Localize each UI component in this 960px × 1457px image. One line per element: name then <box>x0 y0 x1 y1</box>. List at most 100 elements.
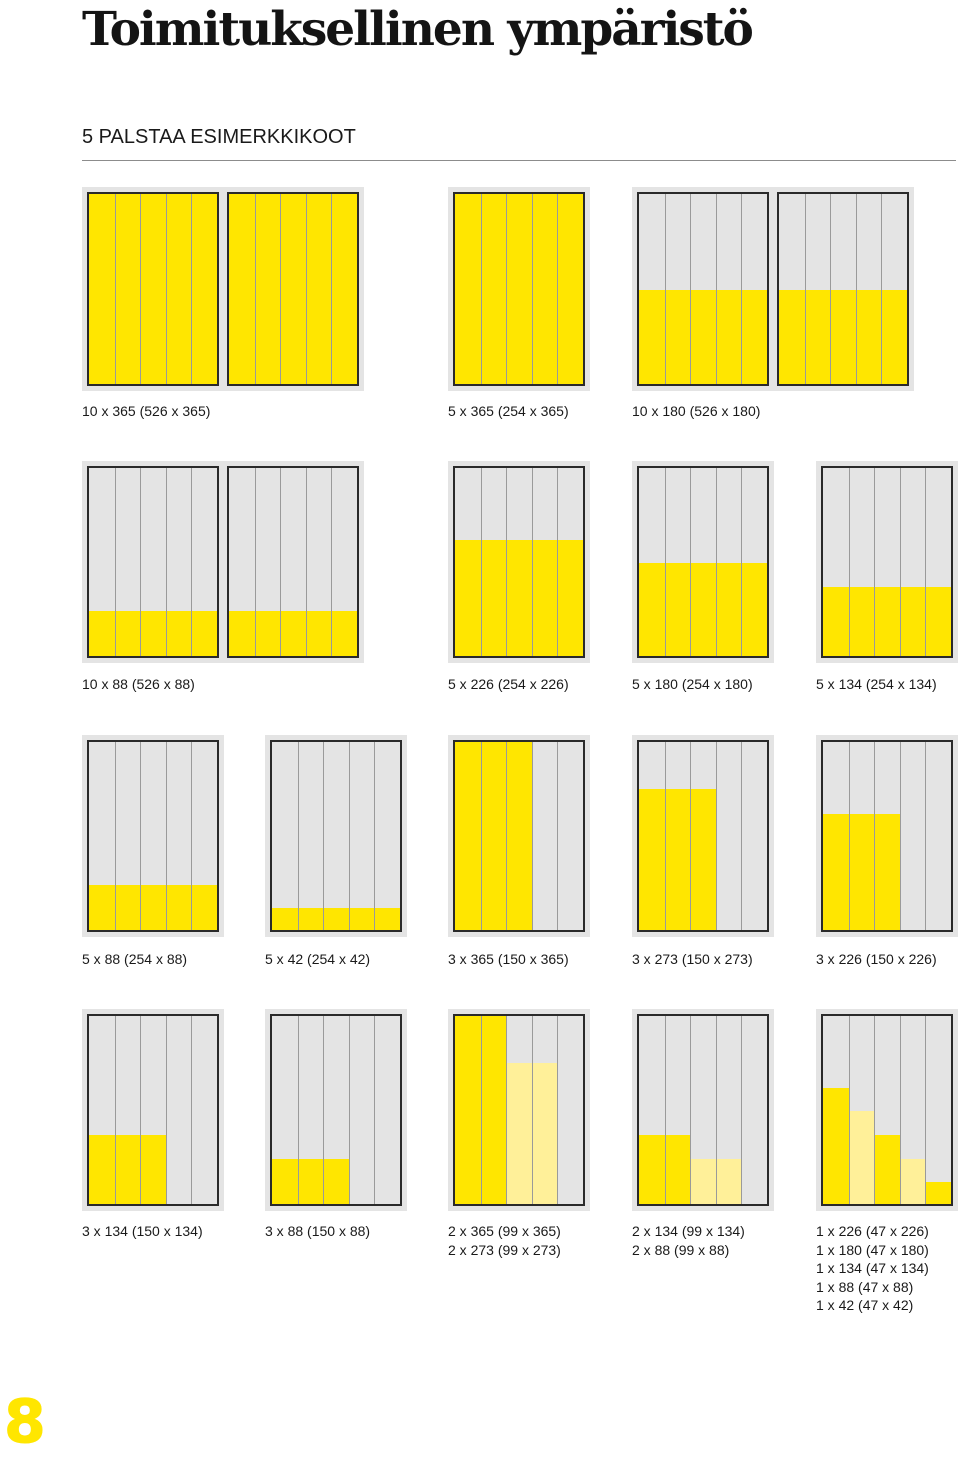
ad-block <box>823 813 900 930</box>
column-line <box>715 194 717 384</box>
size-caption: 10 x 365 (526 x 365) <box>82 402 210 421</box>
ad-block <box>874 1134 900 1204</box>
size-caption-line: 2 x 134 (99 x 134) <box>632 1223 745 1239</box>
size-caption-line: 5 x 134 (254 x 134) <box>816 676 937 692</box>
size-caption-line: 3 x 365 (150 x 365) <box>448 951 569 967</box>
newspaper-page <box>637 740 769 932</box>
newspaper-page <box>453 192 585 386</box>
column-line <box>531 468 533 656</box>
column-line <box>874 468 876 656</box>
column-line <box>881 194 883 384</box>
size-caption: 3 x 134 (150 x 134) <box>82 1222 203 1241</box>
ad-block <box>455 194 583 384</box>
column-line <box>305 194 307 384</box>
column-line <box>830 194 832 384</box>
column-line <box>331 468 333 656</box>
column-line <box>165 194 167 384</box>
section-subtitle: 5 PALSTAA ESIMERKKIKOOT <box>82 126 356 148</box>
column-line <box>874 1016 876 1204</box>
column-line <box>114 742 116 930</box>
example-tile <box>816 461 958 663</box>
column-line <box>140 468 142 656</box>
column-line <box>690 468 692 656</box>
column-line <box>557 1016 559 1204</box>
column-line <box>114 468 116 656</box>
newspaper-page <box>821 1014 953 1206</box>
example-tile <box>448 187 590 391</box>
newspaper-page <box>227 466 359 658</box>
column-line <box>925 742 927 930</box>
column-line <box>855 194 857 384</box>
size-caption-line: 10 x 180 (526 x 180) <box>632 403 761 419</box>
example-tile <box>632 187 914 391</box>
newspaper-page <box>227 192 359 386</box>
example-tile <box>82 1009 224 1211</box>
column-line <box>165 1016 167 1204</box>
size-caption: 3 x 273 (150 x 273) <box>632 950 753 969</box>
page-number: 8 <box>4 1387 47 1457</box>
newspaper-page <box>637 466 769 658</box>
column-line <box>480 468 482 656</box>
size-caption-line: 3 x 88 (150 x 88) <box>265 1223 371 1239</box>
ad-block <box>823 586 951 656</box>
size-caption-line: 1 x 226 (47 x 226) <box>816 1223 929 1239</box>
ad-block <box>272 908 400 930</box>
column-line <box>531 194 533 384</box>
column-line <box>191 1016 193 1204</box>
example-tile <box>265 1009 407 1211</box>
column-line <box>741 468 743 656</box>
column-line <box>557 194 559 384</box>
column-line <box>165 468 167 656</box>
ad-block <box>455 539 583 656</box>
column-line <box>165 742 167 930</box>
ad-block <box>823 1087 849 1204</box>
newspaper-page <box>453 466 585 658</box>
column-line <box>323 742 325 930</box>
ad-block <box>229 194 357 384</box>
column-line <box>140 742 142 930</box>
column-line <box>323 1016 325 1204</box>
example-tile <box>82 735 224 937</box>
ad-block <box>89 884 217 930</box>
column-line <box>280 468 282 656</box>
column-line <box>690 742 692 930</box>
column-line <box>297 742 299 930</box>
size-caption-line: 1 x 134 (47 x 134) <box>816 1260 929 1276</box>
size-caption-line: 2 x 365 (99 x 365) <box>448 1223 561 1239</box>
column-line <box>848 1016 850 1204</box>
ad-block <box>639 789 716 930</box>
size-caption-line: 10 x 365 (526 x 365) <box>82 403 211 419</box>
size-caption: 5 x 134 (254 x 134) <box>816 675 937 694</box>
column-line <box>925 468 927 656</box>
size-caption: 5 x 42 (254 x 42) <box>265 950 370 969</box>
size-caption: 5 x 180 (254 x 180) <box>632 675 753 694</box>
column-line <box>191 468 193 656</box>
example-tile <box>632 1009 774 1211</box>
size-caption-line: 5 x 226 (254 x 226) <box>448 676 569 692</box>
column-line <box>531 1016 533 1204</box>
ad-block <box>639 290 767 384</box>
page-title: Toimituksellinen ympäristö <box>82 2 754 57</box>
column-line <box>925 1016 927 1204</box>
column-line <box>297 1016 299 1204</box>
ad-block <box>779 290 907 384</box>
ad-block <box>925 1182 951 1204</box>
size-caption: 5 x 365 (254 x 365) <box>448 402 569 421</box>
column-line <box>664 742 666 930</box>
column-line <box>506 468 508 656</box>
column-line <box>874 742 876 930</box>
column-line <box>899 742 901 930</box>
ad-block <box>506 1063 558 1204</box>
column-line <box>480 742 482 930</box>
size-caption: 2 x 134 (99 x 134) 2 x 88 (99 x 88) <box>632 1222 745 1259</box>
column-line <box>690 1016 692 1204</box>
column-line <box>715 1016 717 1204</box>
size-caption: 3 x 226 (150 x 226) <box>816 950 937 969</box>
column-line <box>331 194 333 384</box>
column-line <box>715 468 717 656</box>
column-line <box>741 1016 743 1204</box>
column-line <box>374 1016 376 1204</box>
column-line <box>557 468 559 656</box>
newspaper-page <box>821 740 953 932</box>
example-tile <box>632 735 774 937</box>
